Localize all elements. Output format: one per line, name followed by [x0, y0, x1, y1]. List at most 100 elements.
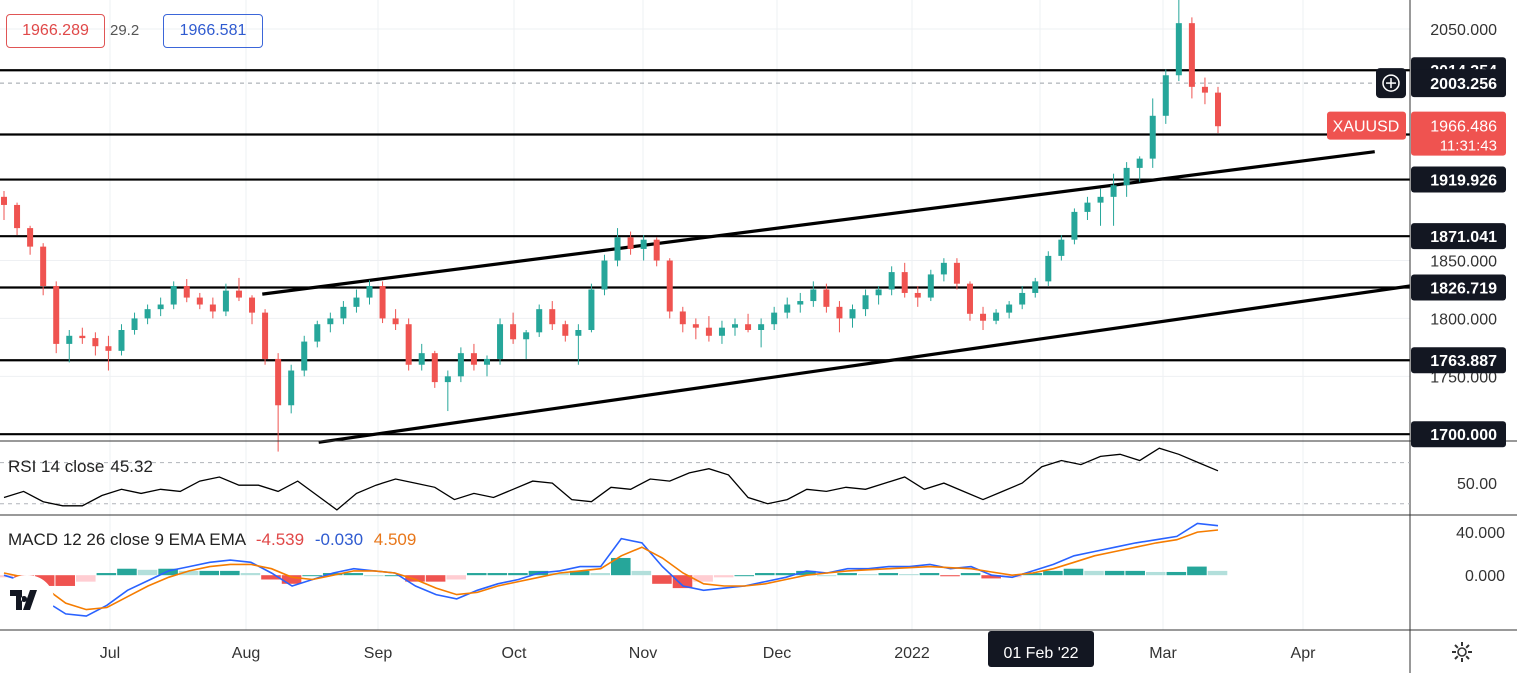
candle: [405, 318, 412, 371]
candle-body: [562, 324, 569, 336]
candle-body: [1175, 23, 1182, 76]
macd-hist-bar: [508, 573, 528, 576]
tradingview-logo-icon[interactable]: [0, 575, 54, 625]
candle: [888, 266, 895, 296]
candle-body: [718, 327, 725, 336]
level-label-text: 1919.926: [1430, 173, 1497, 190]
candle-body: [288, 370, 295, 406]
buy-price-box[interactable]: 1966.581: [163, 14, 263, 48]
candle-body: [993, 312, 1000, 321]
candle: [588, 283, 595, 333]
candle: [640, 235, 647, 261]
macd-hist-bar: [1207, 570, 1228, 576]
candle: [953, 258, 960, 290]
crosshair-label-text: 2003.256: [1430, 76, 1497, 93]
candle-body: [27, 228, 34, 247]
time-crosshair-bg: [988, 631, 1094, 667]
candle-body: [1, 196, 7, 205]
level-label-text: 1763.887: [1430, 353, 1497, 370]
candle-body: [1006, 304, 1013, 313]
candle-body: [588, 289, 595, 330]
candle: [1188, 17, 1195, 99]
candle: [327, 312, 334, 333]
candle-body: [1045, 255, 1052, 282]
candle-body: [510, 324, 517, 340]
candle-body: [888, 272, 895, 290]
candle-body: [758, 324, 765, 330]
macd-hist-bar: [590, 573, 610, 576]
candle: [209, 297, 216, 319]
candle: [914, 286, 921, 307]
plus-circle-icon[interactable]: [1376, 68, 1406, 99]
axis-price-label: 1750.000: [1430, 369, 1497, 386]
level-label: 1826.719: [1411, 274, 1506, 301]
candle-body: [1071, 211, 1078, 240]
candle-body: [640, 239, 647, 249]
candle: [549, 301, 556, 330]
level-label-bg: [1411, 274, 1506, 301]
macd-hist-bar: [178, 570, 199, 576]
level-label-bg: [1411, 166, 1506, 193]
candle: [536, 304, 543, 337]
candle-body: [797, 301, 804, 305]
candle-body: [366, 286, 373, 298]
candle-body: [1084, 202, 1091, 212]
macd-hist-bar: [611, 557, 631, 576]
candle-body: [301, 341, 308, 371]
macd-legend[interactable]: MACD 12 26 close 9 EMA EMA -4.539 -0.030…: [8, 530, 416, 550]
time-axis-label: Apr: [1291, 645, 1317, 662]
candle: [849, 304, 856, 328]
macd-hist-bar: [755, 573, 775, 576]
candle-body: [784, 304, 791, 313]
candle: [431, 350, 438, 388]
symbol-tag-bg: [1327, 111, 1406, 140]
macd-hist-bar: [76, 575, 96, 582]
macd-hist-bar: [343, 573, 364, 576]
gear-icon[interactable]: [1448, 638, 1476, 666]
candle-body: [1188, 23, 1195, 87]
candle: [183, 279, 190, 303]
candle-body: [1215, 92, 1221, 127]
candle: [797, 292, 804, 313]
candle: [79, 327, 86, 344]
candle-body: [262, 312, 269, 359]
macd-hist-bar: [487, 573, 508, 576]
macd-hist-bar: [981, 575, 1001, 579]
candle: [1032, 277, 1039, 298]
macd-hist-bar: [919, 573, 940, 576]
candle: [562, 320, 569, 342]
buy-price: 1966.581: [179, 22, 247, 39]
macd-hist-bar: [220, 570, 240, 576]
candle-body: [105, 346, 112, 351]
candle-body: [170, 286, 177, 305]
candle: [379, 281, 386, 324]
candle-body: [1019, 292, 1026, 305]
macd-axis-label: 40.000: [1456, 525, 1505, 542]
candlestick-series: [1, 0, 1221, 452]
candle: [444, 370, 451, 412]
candle-body: [745, 324, 752, 330]
candle: [314, 320, 321, 348]
level-label-text: 1700.000: [1430, 427, 1497, 444]
macd-hist-bar: [1125, 570, 1145, 576]
rsi-legend[interactable]: RSI 14 close 45.32: [8, 457, 153, 477]
candle: [1045, 251, 1052, 286]
macd-signal-value: 4.509: [373, 530, 417, 549]
candle-body: [732, 324, 739, 328]
candle-body: [353, 297, 360, 307]
macd-hist-bar: [775, 573, 796, 576]
macd-hist-bar: [302, 575, 322, 577]
candle: [235, 277, 242, 302]
candle: [993, 309, 1000, 325]
candle: [249, 295, 256, 325]
candle-body: [862, 295, 869, 310]
sell-price-box[interactable]: 1966.289: [6, 14, 105, 48]
candle-body: [131, 318, 138, 330]
candle: [1123, 162, 1130, 197]
macd-hist-bar: [713, 575, 734, 578]
crosshair-label-bg: [1411, 69, 1506, 98]
candle-body: [392, 318, 399, 325]
macd-line-value: -0.030: [314, 530, 364, 549]
